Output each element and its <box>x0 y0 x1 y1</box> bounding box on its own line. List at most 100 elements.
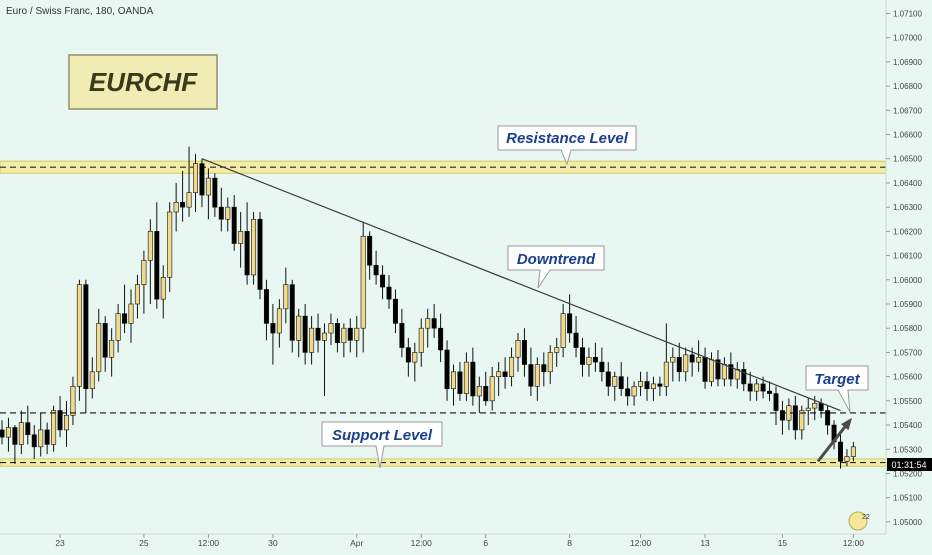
candle-body <box>102 323 108 358</box>
candle-body <box>457 371 463 394</box>
downtrend-callout[interactable]: Downtrend <box>507 245 605 289</box>
candle-body <box>779 410 785 421</box>
candle-body <box>263 289 269 324</box>
y-tick-label: 1.06000 <box>893 276 922 285</box>
candle-body <box>154 231 160 300</box>
candle-body <box>38 429 44 448</box>
candle-body <box>205 177 211 196</box>
candle-body <box>715 359 721 380</box>
candle-body <box>380 274 386 288</box>
support-callout[interactable]: Support Level <box>321 421 443 469</box>
y-tick-label: 1.07100 <box>893 9 922 18</box>
candle-body <box>554 347 560 353</box>
downtrend-label: Downtrend <box>517 251 596 268</box>
candle-body <box>625 388 631 397</box>
candle-body <box>644 381 650 390</box>
candle-body <box>425 318 431 329</box>
corner-badge-text: 22 <box>862 514 870 521</box>
candle-body <box>386 286 392 300</box>
candle-body <box>560 313 566 348</box>
candle-body <box>463 361 469 394</box>
candle-body <box>412 352 418 363</box>
candle-body <box>122 313 128 324</box>
candle-body <box>167 211 173 278</box>
candle-body <box>399 323 405 348</box>
candle-body <box>521 340 527 365</box>
candle-body <box>696 356 702 363</box>
x-tick-label: 6 <box>483 538 488 548</box>
candle-body <box>186 192 192 208</box>
y-tick-label: 1.06900 <box>893 58 922 67</box>
candle-body <box>147 231 153 261</box>
candle-body <box>83 284 89 390</box>
badge-label: EURCHF <box>89 67 198 97</box>
candle-body <box>528 364 534 387</box>
candle-body <box>418 327 424 353</box>
candle-body <box>321 332 327 341</box>
candle-body <box>470 361 476 397</box>
candle-body <box>96 323 102 373</box>
candle-body <box>438 327 444 351</box>
resistance-callout[interactable]: Resistance Level <box>497 125 637 166</box>
candle-body <box>612 376 618 387</box>
candle-body <box>702 356 708 382</box>
candle-body <box>141 260 147 285</box>
candle-body <box>792 405 798 431</box>
candle-body <box>708 359 714 382</box>
candle-body <box>341 327 347 344</box>
candle-body <box>618 376 624 390</box>
candle-body <box>12 427 18 445</box>
candle-body <box>76 284 82 387</box>
y-tick-label: 1.05400 <box>893 421 922 430</box>
target-arrow-head <box>840 417 853 431</box>
candle-body <box>173 202 179 213</box>
candle-body <box>496 371 502 377</box>
candle-body <box>302 315 308 353</box>
candle-body <box>257 218 263 290</box>
candle-body <box>534 364 540 387</box>
candle-body <box>225 206 231 220</box>
candle-body <box>212 177 218 208</box>
candle-body <box>721 364 727 380</box>
time-axis[interactable]: 23 25 12:00 30 Apr 12:00 6 8 12:00 13 15 12:00 <box>0 533 932 550</box>
candle-body <box>818 402 824 411</box>
lines-layer <box>0 158 886 463</box>
price-tag-text: 01:31:54 <box>891 460 926 470</box>
corner-badge[interactable]: 22 <box>848 511 870 531</box>
candle-body <box>392 298 398 324</box>
zones-layer <box>0 160 887 467</box>
candle-body <box>160 277 166 300</box>
y-tick-label: 1.06600 <box>893 131 922 140</box>
x-tick-label: 8 <box>567 538 572 548</box>
candle-body <box>515 340 521 358</box>
candle-body <box>354 327 360 341</box>
candle-body <box>315 327 321 341</box>
candle-body <box>592 356 598 363</box>
candle-body <box>483 386 489 402</box>
candle-body <box>89 371 95 390</box>
y-tick-label: 1.06300 <box>893 203 922 212</box>
y-tick-label: 1.05900 <box>893 300 922 309</box>
y-tick-label: 1.06500 <box>893 155 922 164</box>
candle-body <box>218 206 224 220</box>
candle-body <box>754 383 760 392</box>
y-tick-label: 1.05100 <box>893 494 922 503</box>
x-tick-label: 23 <box>55 538 65 548</box>
candle-body <box>663 361 669 387</box>
candle-body <box>296 315 302 341</box>
candle-body <box>541 364 547 373</box>
candle-body <box>405 347 411 363</box>
target-callout[interactable]: Target <box>805 365 869 413</box>
candle-body <box>650 383 656 390</box>
y-tick-label: 1.07000 <box>893 34 922 43</box>
candle-body <box>567 313 573 334</box>
candle-body <box>747 383 753 392</box>
price-axis[interactable]: 1.07100 1.07000 1.06900 1.06800 1.06700 1.066… <box>885 0 932 534</box>
candle-body <box>837 441 843 462</box>
candle-body <box>579 347 585 365</box>
candle-body <box>334 323 340 344</box>
candle-body <box>638 381 644 387</box>
candle-body <box>180 202 186 208</box>
